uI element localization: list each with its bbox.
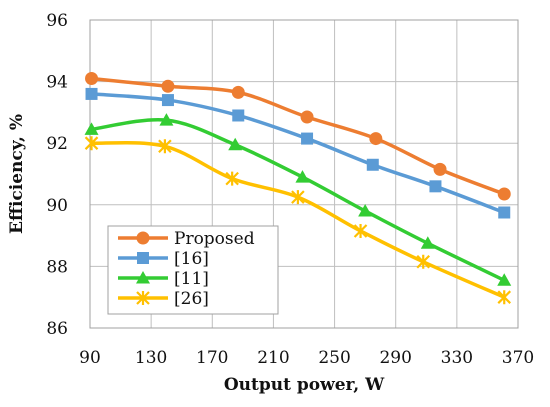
y-axis-title: Efficiency, %	[7, 114, 27, 234]
x-tick-label: 370	[502, 348, 534, 368]
legend-label: [11]	[174, 269, 209, 289]
x-tick-label: 290	[379, 348, 411, 368]
y-tick-label: 88	[46, 257, 68, 277]
star-marker	[291, 190, 305, 205]
series-3	[84, 136, 512, 305]
series-group	[84, 72, 512, 305]
square-marker	[429, 180, 442, 193]
square-marker	[498, 206, 511, 219]
star-marker	[416, 254, 431, 269]
y-tick-label: 90	[46, 196, 68, 216]
series-2	[84, 113, 512, 286]
star-marker	[225, 171, 239, 186]
triangle-marker	[159, 113, 174, 126]
triangle-marker	[84, 122, 99, 135]
x-tick-label: 210	[257, 348, 289, 368]
triangle-marker	[420, 236, 435, 249]
y-tick-label: 92	[46, 134, 68, 154]
triangle-marker	[136, 271, 150, 284]
circle-marker	[136, 231, 150, 245]
square-marker	[161, 94, 174, 107]
circle-marker	[85, 72, 99, 86]
legend-label: Proposed	[174, 229, 255, 249]
square-marker	[366, 158, 379, 171]
x-tick-label: 90	[79, 348, 101, 368]
circle-marker	[433, 162, 447, 176]
y-tick-label: 96	[46, 11, 68, 31]
circle-marker	[300, 110, 314, 124]
legend: Proposed[16][11][26]	[107, 225, 279, 315]
x-tick-label: 330	[441, 348, 473, 368]
square-marker	[85, 87, 98, 100]
square-marker	[301, 132, 314, 145]
circle-marker	[161, 79, 175, 93]
star-marker	[497, 290, 512, 305]
x-axis-title: Output power, W	[224, 375, 385, 395]
circle-marker	[369, 132, 383, 146]
circle-marker	[497, 187, 511, 201]
plot-area-border	[89, 19, 519, 329]
square-marker	[232, 109, 245, 122]
y-tick-label: 94	[46, 73, 68, 93]
triangle-marker	[497, 273, 512, 286]
star-marker	[136, 291, 150, 305]
triangle-marker	[295, 170, 310, 183]
star-marker	[84, 136, 99, 151]
star-marker	[353, 223, 368, 238]
triangle-marker	[228, 137, 243, 151]
x-tick-label: 250	[318, 348, 350, 368]
circle-marker	[231, 85, 245, 99]
x-tick-labels: 90 130 170 210 250 290 330 370	[79, 348, 534, 368]
y-tick-label: 86	[46, 319, 68, 339]
series-0	[85, 72, 511, 201]
triangle-marker	[358, 203, 373, 217]
legend-label: [16]	[174, 249, 209, 269]
star-marker	[158, 139, 172, 154]
legend-label: [26]	[174, 289, 209, 309]
x-tick-label: 170	[196, 348, 228, 368]
series-1	[85, 87, 511, 219]
y-tick-labels: 86 88 90 92 94 96	[46, 11, 68, 339]
x-tick-label: 130	[135, 348, 167, 368]
square-marker	[137, 252, 149, 264]
